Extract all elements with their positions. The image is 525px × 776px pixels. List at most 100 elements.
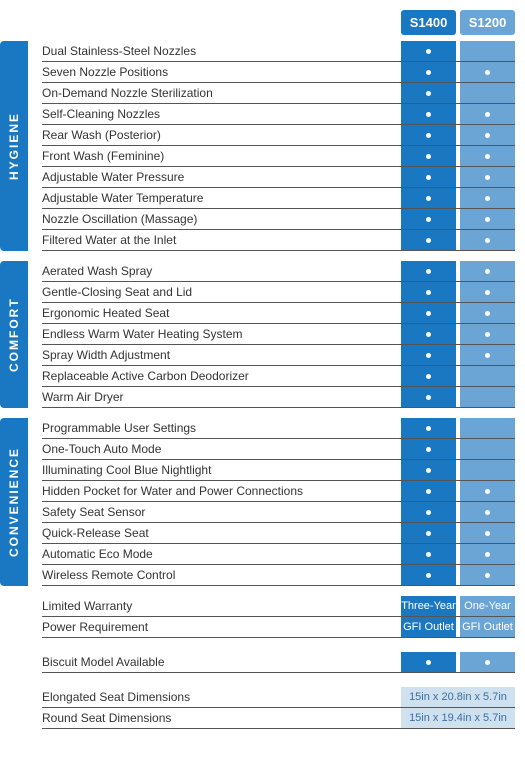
feature-label: Gentle-Closing Seat and Lid: [42, 282, 397, 302]
dot-icon: [426, 269, 431, 274]
feature-label: Round Seat Dimensions: [42, 708, 397, 728]
section-tab: COMFORT: [0, 261, 28, 408]
feature-label: Front Wash (Feminine): [42, 146, 397, 166]
dot-icon: [426, 133, 431, 138]
table-row: Elongated Seat Dimensions 15in x 20.8in …: [42, 687, 515, 708]
feature-label: Elongated Seat Dimensions: [42, 687, 397, 707]
table-row: Warm Air Dryer: [42, 387, 515, 408]
table-row: Quick-Release Seat: [42, 523, 515, 544]
feature-cell-s1400: [401, 83, 456, 103]
table-row: Safety Seat Sensor: [42, 502, 515, 523]
feature-cell-s1200: [460, 41, 515, 61]
feature-cell-s1400: [401, 366, 456, 386]
feature-cell-s1400: [401, 125, 456, 145]
dot-icon: [485, 353, 490, 358]
feature-label: On-Demand Nozzle Sterilization: [42, 83, 397, 103]
feature-label: Quick-Release Seat: [42, 523, 397, 543]
feature-label: Power Requirement: [42, 617, 397, 637]
table-row: Adjustable Water Pressure: [42, 167, 515, 188]
dot-icon: [485, 112, 490, 117]
dot-icon: [426, 290, 431, 295]
table-row: Illuminating Cool Blue Nightlight: [42, 460, 515, 481]
warranty-section: Limited Warranty Three-Year One-Year Pow…: [28, 596, 515, 638]
dot-icon: [426, 112, 431, 117]
section-comfort: COMFORTAerated Wash SprayGentle-Closing …: [0, 261, 515, 408]
feature-cell-s1200: [460, 460, 515, 480]
feature-cell-s1200: [460, 261, 515, 281]
feature-label: Safety Seat Sensor: [42, 502, 397, 522]
table-row: Ergonomic Heated Seat: [42, 303, 515, 324]
section-convenience: CONVENIENCE Programmable User SettingsOne…: [0, 418, 515, 586]
dot-icon: [485, 332, 490, 337]
dot-icon: [485, 133, 490, 138]
feature-cell-s1400: [401, 324, 456, 344]
dot-icon: [426, 374, 431, 379]
feature-cell-s1400: [401, 230, 456, 250]
feature-cell-s1400: [401, 418, 456, 438]
feature-cell-s1200: [460, 104, 515, 124]
section-tab: HYGIENE: [0, 41, 28, 251]
feature-cell-s1400: [401, 62, 456, 82]
feature-cell-s1200: [460, 167, 515, 187]
dot-icon: [485, 154, 490, 159]
feature-cell-s1200: [460, 523, 515, 543]
dot-icon: [426, 217, 431, 222]
feature-label: Rear Wash (Posterior): [42, 125, 397, 145]
dot-icon: [426, 154, 431, 159]
section-body: Aerated Wash SprayGentle-Closing Seat an…: [28, 261, 515, 408]
feature-label: Replaceable Active Carbon Deodorizer: [42, 366, 397, 386]
table-row: Rear Wash (Posterior): [42, 125, 515, 146]
dot-icon: [426, 426, 431, 431]
feature-cell-s1400: Three-Year: [401, 596, 456, 616]
dot-icon: [485, 311, 490, 316]
feature-label: Limited Warranty: [42, 596, 397, 616]
feature-cell-s1400: [401, 146, 456, 166]
dot-icon: [485, 290, 490, 295]
feature-label: Illuminating Cool Blue Nightlight: [42, 460, 397, 480]
dimensions-section: Elongated Seat Dimensions 15in x 20.8in …: [28, 687, 515, 729]
feature-label: Warm Air Dryer: [42, 387, 397, 407]
feature-cell-s1400: [401, 345, 456, 365]
dot-icon: [426, 311, 431, 316]
feature-cell-s1400: [401, 188, 456, 208]
table-row: Gentle-Closing Seat and Lid: [42, 282, 515, 303]
feature-cell-s1200: [460, 565, 515, 585]
dot-icon: [426, 238, 431, 243]
feature-label: One-Touch Auto Mode: [42, 439, 397, 459]
feature-cell-s1200: [460, 418, 515, 438]
feature-label: Adjustable Water Pressure: [42, 167, 397, 187]
table-row: Programmable User Settings: [42, 418, 515, 439]
dot-icon: [426, 468, 431, 473]
feature-label: Endless Warm Water Heating System: [42, 324, 397, 344]
feature-label: Seven Nozzle Positions: [42, 62, 397, 82]
feature-label: Aerated Wash Spray: [42, 261, 397, 281]
column-header-row: S1400 S1200: [0, 10, 515, 35]
section-tab: CONVENIENCE: [0, 418, 28, 586]
table-row: Replaceable Active Carbon Deodorizer: [42, 366, 515, 387]
dot-icon: [426, 175, 431, 180]
feature-cell-s1400: [401, 261, 456, 281]
feature-cell-s1200: [460, 230, 515, 250]
feature-cell-s1200: [460, 83, 515, 103]
feature-label: Biscuit Model Available: [42, 652, 397, 672]
feature-cell-s1200: [460, 62, 515, 82]
feature-cell-s1400: [401, 565, 456, 585]
dot-icon: [426, 552, 431, 557]
feature-cell-s1200: One-Year: [460, 596, 515, 616]
dot-icon: [426, 395, 431, 400]
dimension-value: 15in x 20.8in x 5.7in: [401, 687, 515, 707]
feature-cell-s1400: [401, 282, 456, 302]
dot-icon: [426, 49, 431, 54]
dot-icon: [426, 353, 431, 358]
feature-label: Adjustable Water Temperature: [42, 188, 397, 208]
table-row: Wireless Remote Control: [42, 565, 515, 586]
table-row: Automatic Eco Mode: [42, 544, 515, 565]
feature-cell-s1400: [401, 544, 456, 564]
feature-cell-s1200: [460, 209, 515, 229]
feature-cell-s1400: [401, 460, 456, 480]
feature-cell-s1200: [460, 282, 515, 302]
feature-label: Automatic Eco Mode: [42, 544, 397, 564]
dot-icon: [485, 70, 490, 75]
feature-label: Self-Cleaning Nozzles: [42, 104, 397, 124]
feature-cell-s1400: [401, 167, 456, 187]
